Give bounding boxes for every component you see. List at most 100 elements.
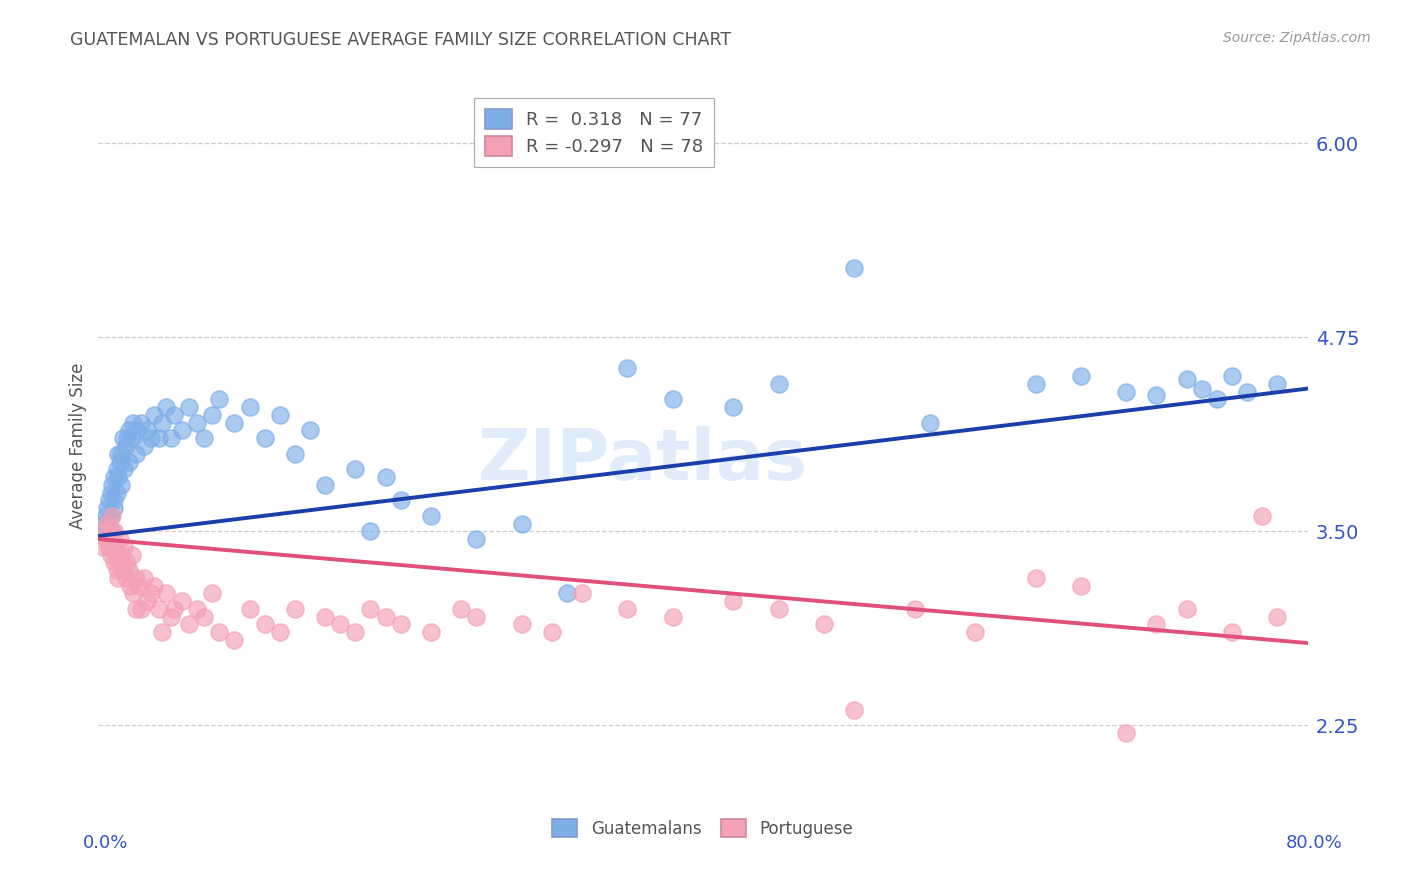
Point xyxy=(1024,376,1046,391)
Point xyxy=(148,602,170,616)
Point xyxy=(111,563,134,577)
Point xyxy=(193,431,215,445)
Point xyxy=(465,609,488,624)
Point xyxy=(107,447,129,461)
Point xyxy=(389,493,412,508)
Point xyxy=(150,625,173,640)
Point xyxy=(121,548,143,562)
Point xyxy=(125,424,148,438)
Point xyxy=(108,454,131,468)
Point xyxy=(110,477,132,491)
Point xyxy=(103,555,125,569)
Point xyxy=(510,516,533,531)
Point xyxy=(101,477,124,491)
Point xyxy=(114,571,136,585)
Point xyxy=(1175,372,1198,386)
Point xyxy=(118,563,141,577)
Point xyxy=(141,586,163,600)
Point xyxy=(768,602,790,616)
Point xyxy=(155,401,177,415)
Point xyxy=(723,401,745,415)
Point xyxy=(813,617,835,632)
Point xyxy=(96,516,118,531)
Point xyxy=(239,602,262,616)
Point xyxy=(112,540,135,554)
Point xyxy=(179,401,201,415)
Point xyxy=(125,571,148,585)
Point xyxy=(1115,384,1137,399)
Point xyxy=(1267,609,1289,624)
Point xyxy=(125,602,148,616)
Point xyxy=(208,625,231,640)
Point xyxy=(98,493,121,508)
Point xyxy=(329,617,352,632)
Point xyxy=(96,516,118,531)
Point xyxy=(1144,388,1167,402)
Point xyxy=(1206,392,1229,407)
Point xyxy=(103,493,125,508)
Point xyxy=(269,625,291,640)
Point xyxy=(269,408,291,422)
Point xyxy=(170,594,193,608)
Point xyxy=(844,703,866,717)
Point xyxy=(101,524,124,539)
Point xyxy=(208,392,231,407)
Text: 0.0%: 0.0% xyxy=(83,834,128,852)
Point xyxy=(844,260,866,275)
Point xyxy=(115,555,138,569)
Point xyxy=(103,470,125,484)
Point xyxy=(374,470,396,484)
Point xyxy=(284,602,307,616)
Point xyxy=(105,462,128,476)
Point xyxy=(768,376,790,391)
Point xyxy=(150,416,173,430)
Text: 80.0%: 80.0% xyxy=(1286,834,1343,852)
Text: Source: ZipAtlas.com: Source: ZipAtlas.com xyxy=(1223,31,1371,45)
Point xyxy=(110,555,132,569)
Point xyxy=(1024,571,1046,585)
Point xyxy=(186,602,208,616)
Point xyxy=(105,563,128,577)
Point xyxy=(1144,617,1167,632)
Point xyxy=(122,586,145,600)
Point xyxy=(132,439,155,453)
Point xyxy=(100,548,122,562)
Point xyxy=(129,602,152,616)
Point xyxy=(186,416,208,430)
Text: ZIPatlas: ZIPatlas xyxy=(478,425,807,495)
Point xyxy=(723,594,745,608)
Point xyxy=(253,617,276,632)
Point xyxy=(1251,508,1274,523)
Point xyxy=(661,392,683,407)
Point xyxy=(111,431,134,445)
Point xyxy=(94,508,117,523)
Point xyxy=(253,431,276,445)
Point xyxy=(101,532,124,546)
Point xyxy=(389,617,412,632)
Point xyxy=(105,485,128,500)
Point xyxy=(160,609,183,624)
Point xyxy=(201,586,224,600)
Point xyxy=(465,532,488,546)
Point xyxy=(110,447,132,461)
Point xyxy=(98,540,121,554)
Point xyxy=(224,416,246,430)
Point xyxy=(122,416,145,430)
Point xyxy=(96,501,118,516)
Point xyxy=(100,524,122,539)
Point xyxy=(93,516,115,531)
Point xyxy=(904,602,927,616)
Point xyxy=(1115,726,1137,740)
Point xyxy=(114,439,136,453)
Point xyxy=(1070,579,1092,593)
Point xyxy=(107,571,129,585)
Point xyxy=(101,508,124,523)
Point xyxy=(299,424,322,438)
Point xyxy=(110,548,132,562)
Point xyxy=(105,548,128,562)
Point xyxy=(314,477,336,491)
Point xyxy=(163,408,186,422)
Point xyxy=(374,609,396,624)
Point xyxy=(135,424,157,438)
Point xyxy=(1220,369,1243,384)
